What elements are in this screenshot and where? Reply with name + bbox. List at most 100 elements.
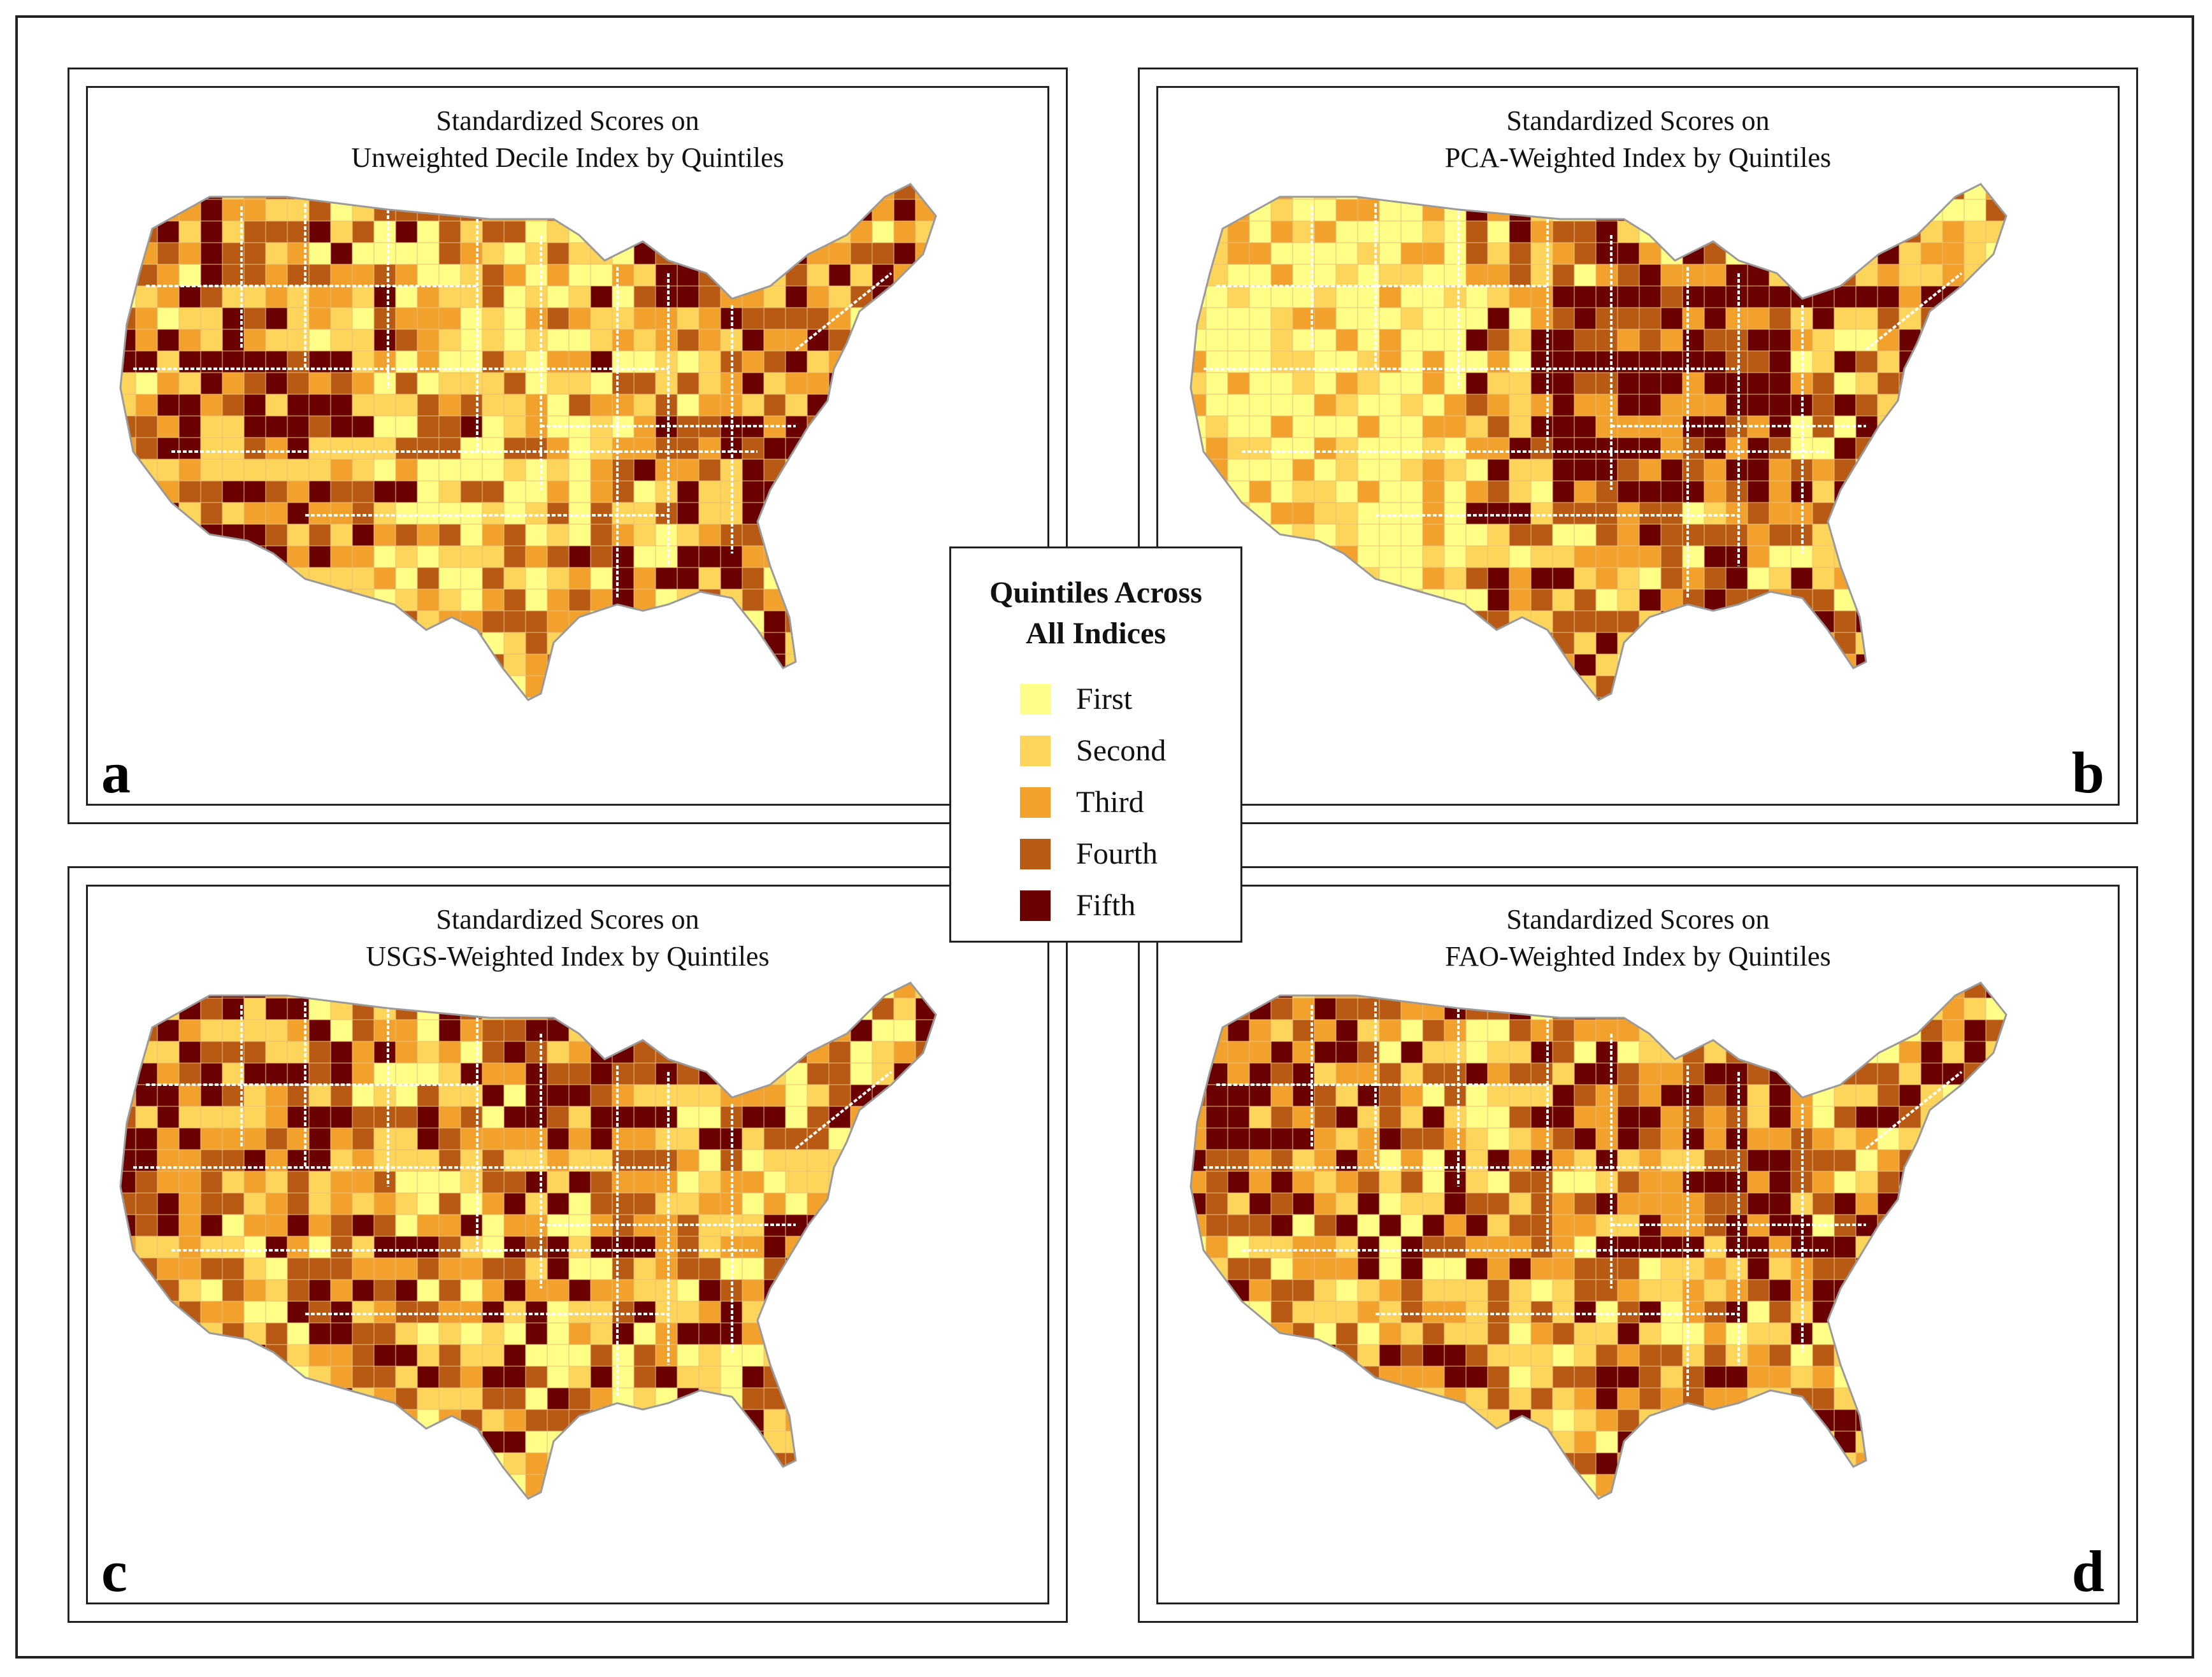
county-cell xyxy=(1400,1127,1423,1150)
county-cell xyxy=(1769,242,1792,265)
county-cell xyxy=(1509,437,1532,460)
county-cell xyxy=(1191,1431,1207,1453)
county-cell xyxy=(633,285,656,308)
county-cell xyxy=(1444,394,1467,417)
county-cell xyxy=(1314,415,1337,438)
county-cell xyxy=(1682,697,1705,700)
county-cell xyxy=(1725,220,1748,243)
county-cell xyxy=(547,610,570,633)
county-cell xyxy=(1617,264,1640,287)
county-cell xyxy=(265,220,288,243)
county-cell xyxy=(1985,415,2006,438)
county-cell xyxy=(1444,1192,1467,1215)
county-cell xyxy=(1660,1366,1683,1388)
county-cell xyxy=(1920,567,1943,590)
county-cell xyxy=(1725,524,1748,546)
county-cell xyxy=(612,997,635,1020)
county-cell xyxy=(590,1322,613,1345)
county-cell xyxy=(763,1084,786,1107)
county-cell xyxy=(1292,1301,1315,1324)
county-cell xyxy=(1357,394,1380,417)
county-cell xyxy=(438,1192,461,1215)
county-cell xyxy=(178,1279,201,1302)
county-cell xyxy=(1314,199,1337,222)
county-cell xyxy=(1465,983,1488,999)
county-cell xyxy=(157,1106,180,1129)
county-cell xyxy=(568,1474,591,1497)
county-cell xyxy=(200,1257,223,1280)
county-cell xyxy=(1985,1149,2006,1172)
county-cell xyxy=(265,372,288,395)
county-cell xyxy=(1335,1322,1358,1345)
county-cell xyxy=(1249,372,1272,395)
county-cell xyxy=(1704,675,1727,698)
county-cell xyxy=(2007,1409,2029,1431)
county-cell xyxy=(1769,567,1792,590)
county-cell xyxy=(373,1452,396,1475)
county-cell xyxy=(1227,1431,1250,1453)
county-cell xyxy=(287,1301,310,1324)
county-cell xyxy=(157,1366,180,1388)
county-cell xyxy=(1249,1279,1272,1302)
county-cell xyxy=(308,1214,331,1237)
county-cell xyxy=(1191,350,1207,373)
county-cell xyxy=(763,1474,786,1497)
county-cell xyxy=(893,459,916,482)
county-cell xyxy=(157,610,180,633)
county-cell xyxy=(698,1301,721,1324)
county-cell xyxy=(352,285,375,308)
county-cell xyxy=(178,264,201,287)
county-cell xyxy=(1617,697,1640,700)
county-cell xyxy=(872,459,894,482)
county-cell xyxy=(1985,1171,2006,1194)
county-cell xyxy=(1205,1495,1228,1499)
county-cell xyxy=(1747,242,1770,265)
county-cell xyxy=(135,220,158,243)
county-cell xyxy=(222,1214,245,1237)
county-cell xyxy=(1704,184,1727,200)
county-cell xyxy=(243,997,266,1020)
county-cell xyxy=(1942,502,1965,525)
county-cell xyxy=(1617,480,1640,503)
county-cell xyxy=(352,1495,375,1499)
county-cell xyxy=(1725,1236,1748,1259)
county-cell xyxy=(698,1495,721,1499)
county-cell xyxy=(1574,1366,1597,1388)
county-cell xyxy=(655,285,678,308)
county-cell xyxy=(547,524,570,546)
county-cell xyxy=(1920,1495,1943,1499)
county-cell xyxy=(893,1084,916,1107)
county-cell xyxy=(1227,1387,1250,1410)
county-cell xyxy=(1574,415,1597,438)
county-cell xyxy=(612,632,635,655)
county-cell xyxy=(1487,983,1510,999)
county-cell xyxy=(655,1062,678,1085)
county-cell xyxy=(352,524,375,546)
county-cell xyxy=(178,1301,201,1324)
county-cell xyxy=(807,1431,830,1453)
county-cell xyxy=(1314,589,1337,611)
county-cell xyxy=(1725,1062,1748,1085)
county-cell xyxy=(1422,372,1445,395)
county-cell xyxy=(568,1041,591,1064)
county-cell xyxy=(1487,480,1510,503)
county-cell xyxy=(1747,437,1770,460)
county-cell xyxy=(1617,1236,1640,1259)
county-cell xyxy=(178,437,201,460)
county-cell xyxy=(1899,242,1921,265)
county-cell xyxy=(308,1127,331,1150)
county-cell xyxy=(460,524,483,546)
county-cell xyxy=(287,1344,310,1367)
county-cell xyxy=(677,545,700,568)
county-cell xyxy=(157,1387,180,1410)
county-cell xyxy=(1465,1366,1488,1388)
county-cell xyxy=(1682,1495,1705,1499)
county-cell xyxy=(1942,697,1965,700)
county-cell xyxy=(1855,1301,1878,1324)
county-cell xyxy=(872,307,894,330)
county-cell xyxy=(893,437,916,460)
county-cell xyxy=(872,1474,894,1497)
county-cell xyxy=(1899,1409,1921,1432)
county-cell xyxy=(438,697,461,700)
county-cell xyxy=(1920,350,1943,373)
